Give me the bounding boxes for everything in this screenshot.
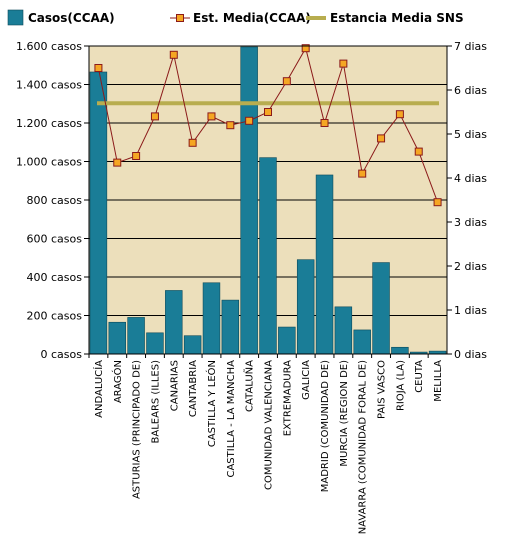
- x-tick-label: GALICIA: [301, 360, 312, 400]
- bar: [89, 71, 108, 355]
- bar: [108, 321, 126, 355]
- bar: [259, 157, 277, 355]
- line-point: [264, 108, 272, 116]
- legend-label: Est. Media(CCAA): [193, 11, 311, 25]
- left-tick-label: 1.000 casos: [16, 156, 82, 169]
- line-point: [188, 138, 197, 147]
- plot-area: [88, 44, 448, 355]
- left-tick-label: 200 casos: [27, 310, 83, 323]
- left-tick-label: 1.200 casos: [16, 117, 82, 130]
- bar: [165, 290, 183, 355]
- x-tick-label: ASTURIAS (PRINCIPADO DE): [132, 360, 143, 499]
- line-point: [377, 134, 386, 143]
- x-tick-label: COMUNIDAD VALENCIANA: [264, 360, 275, 490]
- x-tick-label: RIOJA (LA): [395, 360, 406, 411]
- bar: [183, 335, 202, 355]
- bar: [315, 174, 334, 355]
- bar: [221, 299, 240, 355]
- right-tick-label: 0 dias: [454, 348, 487, 361]
- right-tick-label: 6 dias: [454, 84, 487, 97]
- legend-label: Estancia Media SNS: [330, 11, 464, 25]
- left-tick-label: 0 casos: [41, 348, 83, 361]
- line-point: [414, 147, 423, 156]
- right-tick-label: 3 dias: [454, 216, 487, 229]
- right-tick-label: 7 dias: [454, 40, 487, 53]
- right-tick-label: 1 dias: [454, 304, 487, 317]
- x-tick-label: PAIS VASCO: [377, 360, 388, 419]
- x-tick-label: CASTILLA Y LEÓN: [205, 360, 218, 447]
- x-axis: ANDALUCÍA ARAGÓN ASTURIAS (PRINCIPADO DE) B…: [88, 354, 444, 534]
- x-tick-label: NAVARRA (COMUNIDAD FORAL DE): [358, 360, 369, 534]
- legend-label: Casos(CCAA): [28, 11, 115, 25]
- line-point: [169, 50, 178, 59]
- x-tick-label: MELILLA: [433, 360, 444, 402]
- line-point: [113, 158, 122, 167]
- right-tick-label: 4 dias: [454, 172, 487, 185]
- bar: [353, 329, 371, 355]
- left-tick-label: 600 casos: [27, 233, 83, 246]
- line-point: [358, 169, 367, 178]
- x-tick-label: EXTREMADURA: [282, 360, 293, 436]
- line-point: [320, 119, 329, 127]
- x-tick-label: CANTABRIA: [188, 360, 199, 417]
- line-point: [301, 44, 310, 53]
- x-tick-label: CATALUÑA: [243, 360, 256, 412]
- x-tick-label: CANARIAS: [169, 360, 180, 411]
- x-tick-label: ARAGÓN: [111, 360, 124, 403]
- line-point: [282, 77, 291, 86]
- line-point: [132, 152, 141, 160]
- line-point: [150, 112, 159, 121]
- line-point: [226, 121, 235, 130]
- bar: [372, 262, 390, 355]
- bar: [391, 346, 409, 355]
- bar: [240, 46, 258, 355]
- legend-swatch-marker: [176, 14, 184, 22]
- legend: Casos(CCAA) Est. Media(CCAA) Estancia Medi…: [7, 9, 464, 26]
- x-tick-label: MURCIA (REGION DE): [339, 360, 350, 467]
- x-tick-label: CEUTA: [414, 360, 425, 393]
- line-point: [245, 116, 254, 125]
- line-point: [433, 198, 442, 207]
- left-tick-label: 800 casos: [27, 194, 83, 207]
- x-tick-label: CASTILLA - LA MANCHA: [226, 360, 237, 478]
- legend-swatch-bar: [7, 9, 24, 26]
- bar: [296, 259, 315, 355]
- x-tick-label: ANDALUCÍA: [92, 360, 105, 418]
- left-y-axis: 0 casos 200 casos 400 casos 600 casos 800 ca…: [16, 40, 89, 361]
- left-tick-label: 1.600 casos: [16, 40, 82, 53]
- bar: [202, 282, 221, 355]
- line-point: [207, 112, 216, 121]
- right-tick-label: 2 dias: [454, 260, 487, 273]
- x-tick-label: BALEARS (ILLES): [150, 360, 161, 444]
- bar: [278, 326, 296, 355]
- line-point: [395, 110, 404, 119]
- right-tick-label: 5 dias: [454, 128, 487, 141]
- x-tick-label: MADRID (COMUNIDAD DE): [320, 360, 331, 492]
- right-y-axis: 0 dias 1 dias 2 dias 3 dias 4 dias 5 dias 6 di…: [447, 40, 487, 361]
- line-point: [94, 64, 103, 72]
- left-tick-label: 400 casos: [27, 271, 83, 284]
- bar: [146, 332, 164, 355]
- left-tick-label: 1.400 casos: [16, 79, 82, 92]
- line-point: [339, 59, 348, 68]
- bar: [127, 317, 145, 355]
- bar: [334, 306, 353, 355]
